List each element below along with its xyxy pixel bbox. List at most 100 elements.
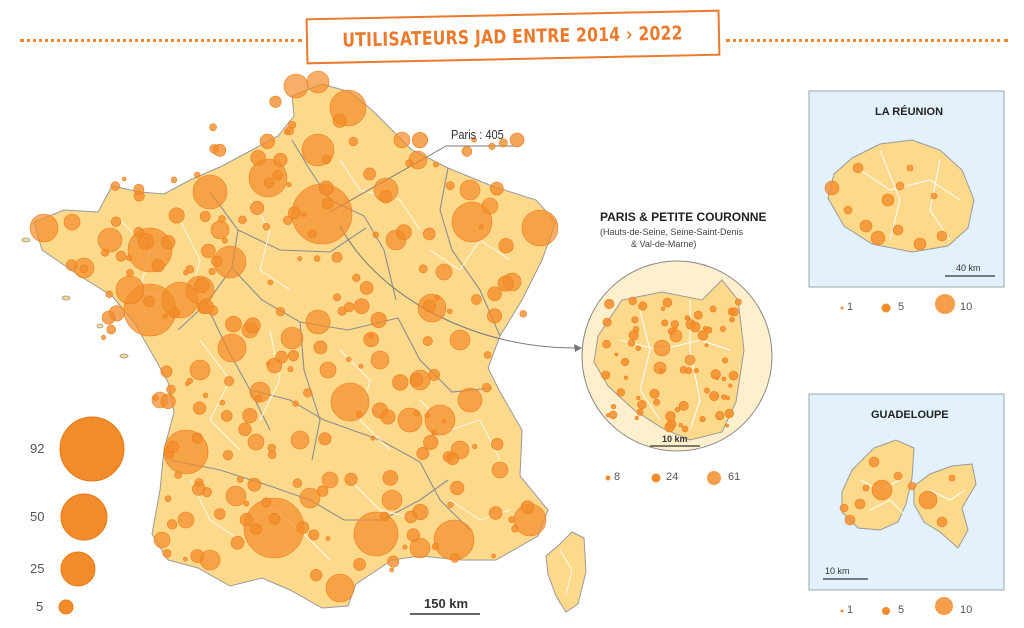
user-bubble bbox=[65, 259, 78, 271]
user-bubble bbox=[267, 279, 274, 286]
user-bubble bbox=[405, 159, 414, 168]
user-bubble bbox=[497, 275, 514, 292]
user-bubble bbox=[267, 443, 276, 453]
user-bubble bbox=[363, 331, 379, 348]
guadeloupe-scale-label: 10 km bbox=[825, 566, 850, 576]
user-bubble bbox=[913, 237, 927, 251]
user-bubble bbox=[224, 376, 235, 387]
user-bubble bbox=[321, 154, 332, 165]
user-bubble bbox=[509, 132, 525, 148]
user-bubble bbox=[446, 452, 459, 466]
user-bubble bbox=[330, 382, 370, 422]
legend-guadeloupe-1 bbox=[840, 609, 844, 613]
user-bubble bbox=[906, 164, 914, 172]
user-bubble bbox=[395, 224, 412, 241]
user-bubble bbox=[189, 359, 211, 381]
callout-arrowhead bbox=[574, 344, 582, 352]
user-bubble bbox=[710, 369, 721, 380]
user-bubble bbox=[221, 237, 228, 244]
user-bubble bbox=[290, 430, 310, 450]
user-bubble bbox=[729, 316, 735, 323]
user-bubble bbox=[297, 256, 303, 262]
island bbox=[21, 237, 31, 243]
user-bubble bbox=[168, 207, 185, 224]
user-bubble bbox=[715, 410, 725, 421]
user-bubble bbox=[230, 535, 245, 550]
paris-inset-subtitle-1: (Hauts-de-Seine, Seine-Saint-Denis bbox=[600, 227, 744, 237]
user-bubble bbox=[292, 478, 303, 489]
user-bubble bbox=[519, 310, 527, 318]
user-bubble bbox=[275, 350, 288, 364]
user-bubble bbox=[392, 374, 409, 391]
user-bubble bbox=[185, 265, 194, 274]
user-bubble bbox=[121, 176, 127, 182]
user-bubble bbox=[602, 317, 612, 327]
user-bubble bbox=[275, 307, 286, 317]
corsica bbox=[545, 531, 587, 613]
user-bubble bbox=[674, 406, 681, 413]
user-bubble bbox=[254, 394, 263, 403]
legend-circle-24 bbox=[651, 473, 661, 483]
user-bubble bbox=[893, 471, 903, 481]
user-bubble bbox=[424, 412, 430, 419]
user-bubble bbox=[628, 296, 637, 306]
user-bubble bbox=[409, 537, 431, 559]
legend-label-92: 92 bbox=[30, 441, 45, 456]
user-bubble bbox=[728, 370, 739, 381]
user-bubble bbox=[169, 307, 181, 319]
user-bubble bbox=[201, 243, 216, 259]
legend-guadeloupe-10 bbox=[935, 597, 953, 615]
user-bubbles bbox=[29, 70, 956, 603]
user-bubble bbox=[520, 500, 535, 515]
user-bubble bbox=[616, 388, 625, 397]
user-bubble bbox=[100, 248, 110, 257]
legend-label-5: 5 bbox=[36, 599, 44, 614]
user-bubble bbox=[192, 174, 228, 210]
user-bubble bbox=[306, 70, 330, 94]
user-bubble bbox=[428, 369, 440, 381]
user-bubble bbox=[521, 209, 559, 247]
user-bubble bbox=[393, 131, 411, 149]
user-bubble bbox=[358, 363, 364, 369]
user-bubble bbox=[220, 410, 233, 422]
user-bubble bbox=[370, 311, 387, 329]
user-bubble bbox=[722, 357, 729, 364]
user-bubble bbox=[653, 398, 661, 406]
user-bubble bbox=[948, 474, 956, 482]
user-bubble bbox=[332, 113, 347, 128]
user-bubble bbox=[491, 438, 504, 451]
user-bubble bbox=[353, 511, 399, 557]
user-bubble bbox=[634, 415, 639, 421]
user-bubble bbox=[684, 315, 690, 321]
user-bubble bbox=[321, 197, 334, 210]
paris-legend-label-24: 24 bbox=[666, 471, 679, 483]
user-bubble bbox=[177, 511, 195, 529]
user-bubble bbox=[166, 440, 179, 453]
user-bubble bbox=[636, 408, 644, 416]
user-bubble bbox=[669, 329, 683, 343]
user-bubble bbox=[653, 339, 671, 357]
user-bubble bbox=[435, 263, 453, 281]
user-bubble bbox=[355, 410, 363, 418]
user-bubble bbox=[423, 227, 436, 241]
user-bubble bbox=[936, 230, 948, 242]
island bbox=[119, 353, 129, 359]
user-bubble bbox=[318, 432, 332, 446]
user-bubble bbox=[247, 433, 265, 451]
user-bubble bbox=[679, 366, 688, 374]
user-bubble bbox=[725, 395, 731, 401]
user-bubble bbox=[250, 150, 266, 166]
user-bubble bbox=[250, 523, 262, 535]
island bbox=[61, 295, 71, 301]
user-bubble bbox=[387, 555, 400, 568]
user-bubble bbox=[292, 400, 299, 407]
user-bubble bbox=[481, 382, 492, 393]
user-bubble bbox=[353, 298, 370, 314]
user-bubble bbox=[359, 281, 374, 295]
user-bubble bbox=[321, 471, 339, 489]
user-bubble bbox=[478, 224, 484, 230]
user-bubble bbox=[162, 313, 169, 320]
user-bubble bbox=[702, 326, 708, 331]
user-bubble bbox=[411, 132, 429, 149]
user-bubble bbox=[269, 95, 282, 108]
